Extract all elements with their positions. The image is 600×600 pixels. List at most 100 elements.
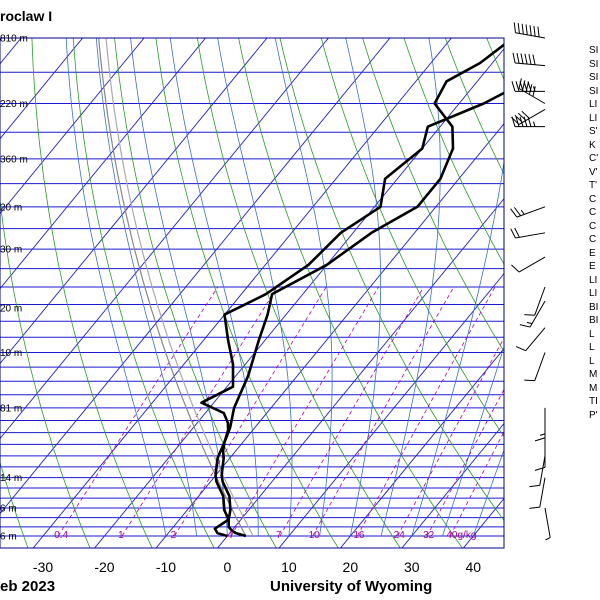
station-index-label: SI <box>589 58 599 70</box>
moist-adiabat <box>472 448 504 537</box>
station-index-label: TI <box>589 396 598 407</box>
x-tick-label: -30 <box>33 559 53 575</box>
dry-adiabat <box>31 38 153 548</box>
moist-adiabat <box>442 345 504 537</box>
height-label: 30 m <box>0 245 22 256</box>
moist-adiabat <box>217 38 293 537</box>
height-label: 81 m <box>0 403 22 414</box>
wind-barb <box>544 507 551 541</box>
page-title: roclaw I <box>0 8 53 24</box>
mixing-ratio-label: 10 <box>309 530 321 541</box>
isotherm-line <box>462 497 504 548</box>
mixing-ratio-line <box>57 286 219 537</box>
wind-barb <box>510 227 546 239</box>
station-index-label: SI <box>589 85 599 97</box>
isotherm-line <box>0 38 330 440</box>
dry-adiabat <box>0 460 29 548</box>
dry-adiabat <box>362 38 504 353</box>
dry-adiabat <box>72 38 215 548</box>
height-labels: 810 m 220 m 360 m 20 m 30 m 20 m 10 m 81 m 14 m 6… <box>0 34 28 543</box>
x-tick-label: -10 <box>156 559 176 575</box>
wind-barb <box>524 286 546 316</box>
mixing-ratio-label: 4 <box>227 530 233 541</box>
moist-adiabat <box>169 38 259 537</box>
station-index-label: M <box>589 369 598 380</box>
mixing-ratio-label: 40g/kg <box>446 530 476 541</box>
moist-adiabat <box>380 38 441 537</box>
plot-frame <box>0 37 505 549</box>
x-tick-label: 20 <box>343 559 359 575</box>
height-label: 10 m <box>0 348 22 359</box>
height-label: 360 m <box>0 154 28 165</box>
height-label: 220 m <box>0 99 28 110</box>
dry-adiabat <box>155 38 339 548</box>
mixing-ratio-labels: 0.4 1 2 4 7 10 16 24 32 40g/kg <box>54 530 476 541</box>
mixing-ratio-label: 32 <box>423 530 435 541</box>
dry-adiabat <box>238 38 463 548</box>
station-index-label: C <box>589 234 597 245</box>
station-index-label: L <box>589 342 595 353</box>
wind-barb <box>510 206 546 218</box>
isotherm-line <box>278 272 504 548</box>
station-index-label: BI <box>589 315 599 326</box>
dry-adiabat <box>444 38 504 175</box>
parcel-line <box>105 38 254 537</box>
wind-barb <box>515 327 546 352</box>
date-label: eb 2023 <box>0 578 56 595</box>
isotherm-line <box>0 38 22 65</box>
height-label: 810 m <box>0 34 28 45</box>
wind-barb <box>511 116 545 128</box>
parcel-line <box>98 38 247 537</box>
isotherm-line <box>0 38 84 140</box>
height-label: 6 m <box>0 532 17 543</box>
moist-adiabat <box>274 38 333 537</box>
credit-label: University of Wyoming <box>270 578 433 595</box>
station-index-label: L <box>589 355 595 367</box>
moist-adiabat <box>345 38 381 537</box>
isotherm-line <box>339 347 504 548</box>
dry-adiabat <box>403 38 504 265</box>
mixing-ratio-line <box>450 430 504 537</box>
mixing-ratio-line <box>357 286 496 537</box>
station-indices-list: SI SI SI SI LI LI S' K C' V' T' C C C C E E LI LI BI BI L L L M M… <box>589 44 598 422</box>
station-index-label: E <box>589 261 596 272</box>
dry-adiabat <box>114 38 277 548</box>
wind-barb <box>512 52 546 67</box>
wind-barb <box>529 477 546 509</box>
isotherm-line <box>401 422 504 548</box>
wind-barbs <box>510 22 551 541</box>
x-axis-ticks: -30 -20 -10 0 10 20 30 40 <box>33 559 481 575</box>
mixing-ratio-label: 7 <box>276 530 282 541</box>
x-tick-label: 30 <box>404 559 420 575</box>
station-index-label: S' <box>589 126 598 137</box>
moist-adiabat <box>95 38 198 537</box>
station-index-label: K <box>589 139 596 151</box>
isotherm-line <box>216 197 504 548</box>
wind-barb <box>511 256 546 273</box>
dry-adiabat <box>196 38 401 548</box>
wind-barb <box>529 455 546 488</box>
station-index-label: BI <box>589 301 599 313</box>
mixing-ratio-label: 2 <box>171 530 177 541</box>
isotherm-line <box>0 0 25 554</box>
station-index-label: SI <box>589 72 599 83</box>
station-index-label: C' <box>589 153 599 164</box>
isotherm-line <box>0 38 207 290</box>
station-index-label: T' <box>589 180 598 191</box>
station-index-label: C <box>589 220 597 232</box>
station-index-label: E <box>589 247 596 259</box>
temperature-profile <box>220 43 504 538</box>
isotherm-line <box>155 123 504 548</box>
x-tick-label: 10 <box>281 559 297 575</box>
isotherm-line <box>0 38 145 215</box>
mixing-ratio-line <box>312 286 455 537</box>
x-tick-label: 40 <box>465 559 481 575</box>
mixing-ratio-label: 16 <box>353 530 365 541</box>
station-index-label: SI <box>589 45 599 56</box>
station-index-label: M <box>589 382 598 394</box>
dry-adiabat <box>279 38 504 522</box>
isotherm-line <box>0 38 391 515</box>
profiles <box>98 38 504 538</box>
mixing-ratio-label: 0.4 <box>54 530 68 541</box>
station-index-label: LI <box>589 274 598 286</box>
